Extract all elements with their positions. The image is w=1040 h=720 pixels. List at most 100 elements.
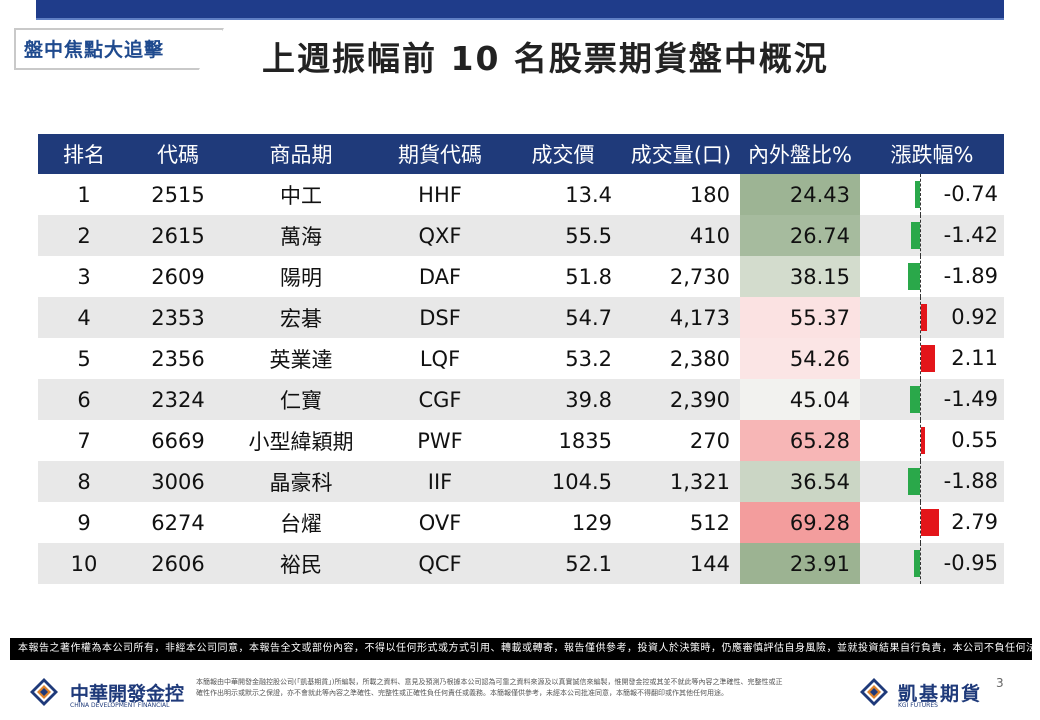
price-cell: 52.1	[504, 543, 622, 584]
volume-cell: 270	[622, 420, 740, 461]
table-row: 8 3006 晶豪科 IIF 104.5 1,321 36.54 -1.88	[38, 461, 1004, 502]
change-bar-negative	[913, 550, 920, 577]
col-header-ratio: 內外盤比%	[740, 134, 860, 174]
change-bar-negative	[915, 181, 920, 208]
change-axis-line	[920, 215, 921, 256]
futures-code-cell: IIF	[376, 461, 504, 502]
change-cell: 2.11	[860, 338, 1004, 379]
table-header-row: 排名 代碼 商品期 期貨代碼 成交價 成交量(口) 內外盤比% 漲跌幅%	[38, 134, 1004, 174]
futures-code-cell: DSF	[376, 297, 504, 338]
code-cell: 2353	[130, 297, 226, 338]
price-cell: 54.7	[504, 297, 622, 338]
col-header-code: 代碼	[130, 134, 226, 174]
change-value: -0.95	[943, 551, 998, 575]
page-number: 3	[996, 676, 1004, 690]
col-header-futures-code: 期貨代碼	[376, 134, 504, 174]
kgi-logo-en: KGI FUTURES	[898, 702, 938, 709]
rank-cell: 1	[38, 174, 130, 215]
change-cell: 2.79	[860, 502, 1004, 543]
page-title: 上週振幅前 10 名股票期貨盤中概況	[262, 39, 829, 78]
change-bar-negative	[907, 468, 920, 495]
ratio-cell: 69.28	[740, 502, 860, 543]
code-cell: 2609	[130, 256, 226, 297]
price-cell: 104.5	[504, 461, 622, 502]
ratio-cell: 65.28	[740, 420, 860, 461]
change-axis-line	[920, 379, 921, 420]
name-cell: 台燿	[226, 502, 376, 543]
change-bar-positive	[921, 427, 925, 454]
top-banner-line	[36, 18, 1004, 20]
change-cell: -1.49	[860, 379, 1004, 420]
code-cell: 2606	[130, 543, 226, 584]
change-bar-positive	[921, 509, 940, 536]
kgi-logo-cn: 凱基期貨	[898, 683, 983, 705]
col-header-name: 商品期	[226, 134, 376, 174]
ratio-cell: 54.26	[740, 338, 860, 379]
change-value: -1.88	[943, 469, 998, 493]
change-cell: 0.92	[860, 297, 1004, 338]
change-axis-line	[920, 543, 921, 584]
code-cell: 2356	[130, 338, 226, 379]
name-cell: 裕民	[226, 543, 376, 584]
change-value: 2.79	[951, 510, 998, 534]
ratio-cell: 23.91	[740, 543, 860, 584]
change-cell: -0.95	[860, 543, 1004, 584]
price-cell: 39.8	[504, 379, 622, 420]
ratio-cell: 24.43	[740, 174, 860, 215]
ratio-cell: 36.54	[740, 461, 860, 502]
ratio-cell: 38.15	[740, 256, 860, 297]
price-cell: 129	[504, 502, 622, 543]
table-row: 5 2356 英業達 LQF 53.2 2,380 54.26 2.11	[38, 338, 1004, 379]
futures-code-cell: DAF	[376, 256, 504, 297]
change-axis-line	[920, 338, 921, 379]
change-cell: -1.42	[860, 215, 1004, 256]
name-cell: 晶豪科	[226, 461, 376, 502]
volume-cell: 180	[622, 174, 740, 215]
kgi-logo: 凱基期貨 KGI FUTURES	[860, 676, 980, 712]
futures-code-cell: HHF	[376, 174, 504, 215]
change-value: -1.42	[943, 223, 998, 247]
table-row: 10 2606 裕民 QCF 52.1 144 23.91 -0.95	[38, 543, 1004, 584]
rank-cell: 7	[38, 420, 130, 461]
section-tag-label: 盤中焦點大追擊	[24, 39, 165, 61]
futures-code-cell: QXF	[376, 215, 504, 256]
rank-cell: 8	[38, 461, 130, 502]
code-cell: 6669	[130, 420, 226, 461]
change-cell: -1.88	[860, 461, 1004, 502]
change-cell: -0.74	[860, 174, 1004, 215]
col-header-change: 漲跌幅%	[860, 134, 1004, 174]
rank-cell: 2	[38, 215, 130, 256]
price-cell: 55.5	[504, 215, 622, 256]
change-bar-negative	[907, 263, 920, 290]
cdf-logo-cn: 中華開發金控	[70, 683, 185, 705]
futures-code-cell: LQF	[376, 338, 504, 379]
table-row: 4 2353 宏碁 DSF 54.7 4,173 55.37 0.92	[38, 297, 1004, 338]
futures-code-cell: OVF	[376, 502, 504, 543]
table-row: 3 2609 陽明 DAF 51.8 2,730 38.15 -1.89	[38, 256, 1004, 297]
rank-cell: 6	[38, 379, 130, 420]
change-bar-positive	[921, 304, 927, 331]
name-cell: 中工	[226, 174, 376, 215]
change-value: 0.55	[951, 428, 998, 452]
name-cell: 小型緯穎期	[226, 420, 376, 461]
change-value: 2.11	[951, 346, 998, 370]
change-value: -1.49	[943, 387, 998, 411]
change-axis-line	[920, 256, 921, 297]
volume-cell: 2,730	[622, 256, 740, 297]
change-bar-negative	[910, 222, 920, 249]
futures-code-cell: QCF	[376, 543, 504, 584]
rank-cell: 4	[38, 297, 130, 338]
change-cell: 0.55	[860, 420, 1004, 461]
name-cell: 仁寶	[226, 379, 376, 420]
volume-cell: 1,321	[622, 461, 740, 502]
kgi-diamond-icon	[860, 678, 888, 706]
disclaimer-bar: 本報告之著作權為本公司所有，非經本公司同意，本報告全文或部份內容，不得以任何形式…	[10, 638, 1032, 660]
change-value: 0.92	[951, 305, 998, 329]
name-cell: 萬海	[226, 215, 376, 256]
change-axis-line	[920, 420, 921, 461]
price-cell: 1835	[504, 420, 622, 461]
rank-cell: 3	[38, 256, 130, 297]
code-cell: 2515	[130, 174, 226, 215]
ratio-cell: 26.74	[740, 215, 860, 256]
table-row: 9 6274 台燿 OVF 129 512 69.28 2.79	[38, 502, 1004, 543]
